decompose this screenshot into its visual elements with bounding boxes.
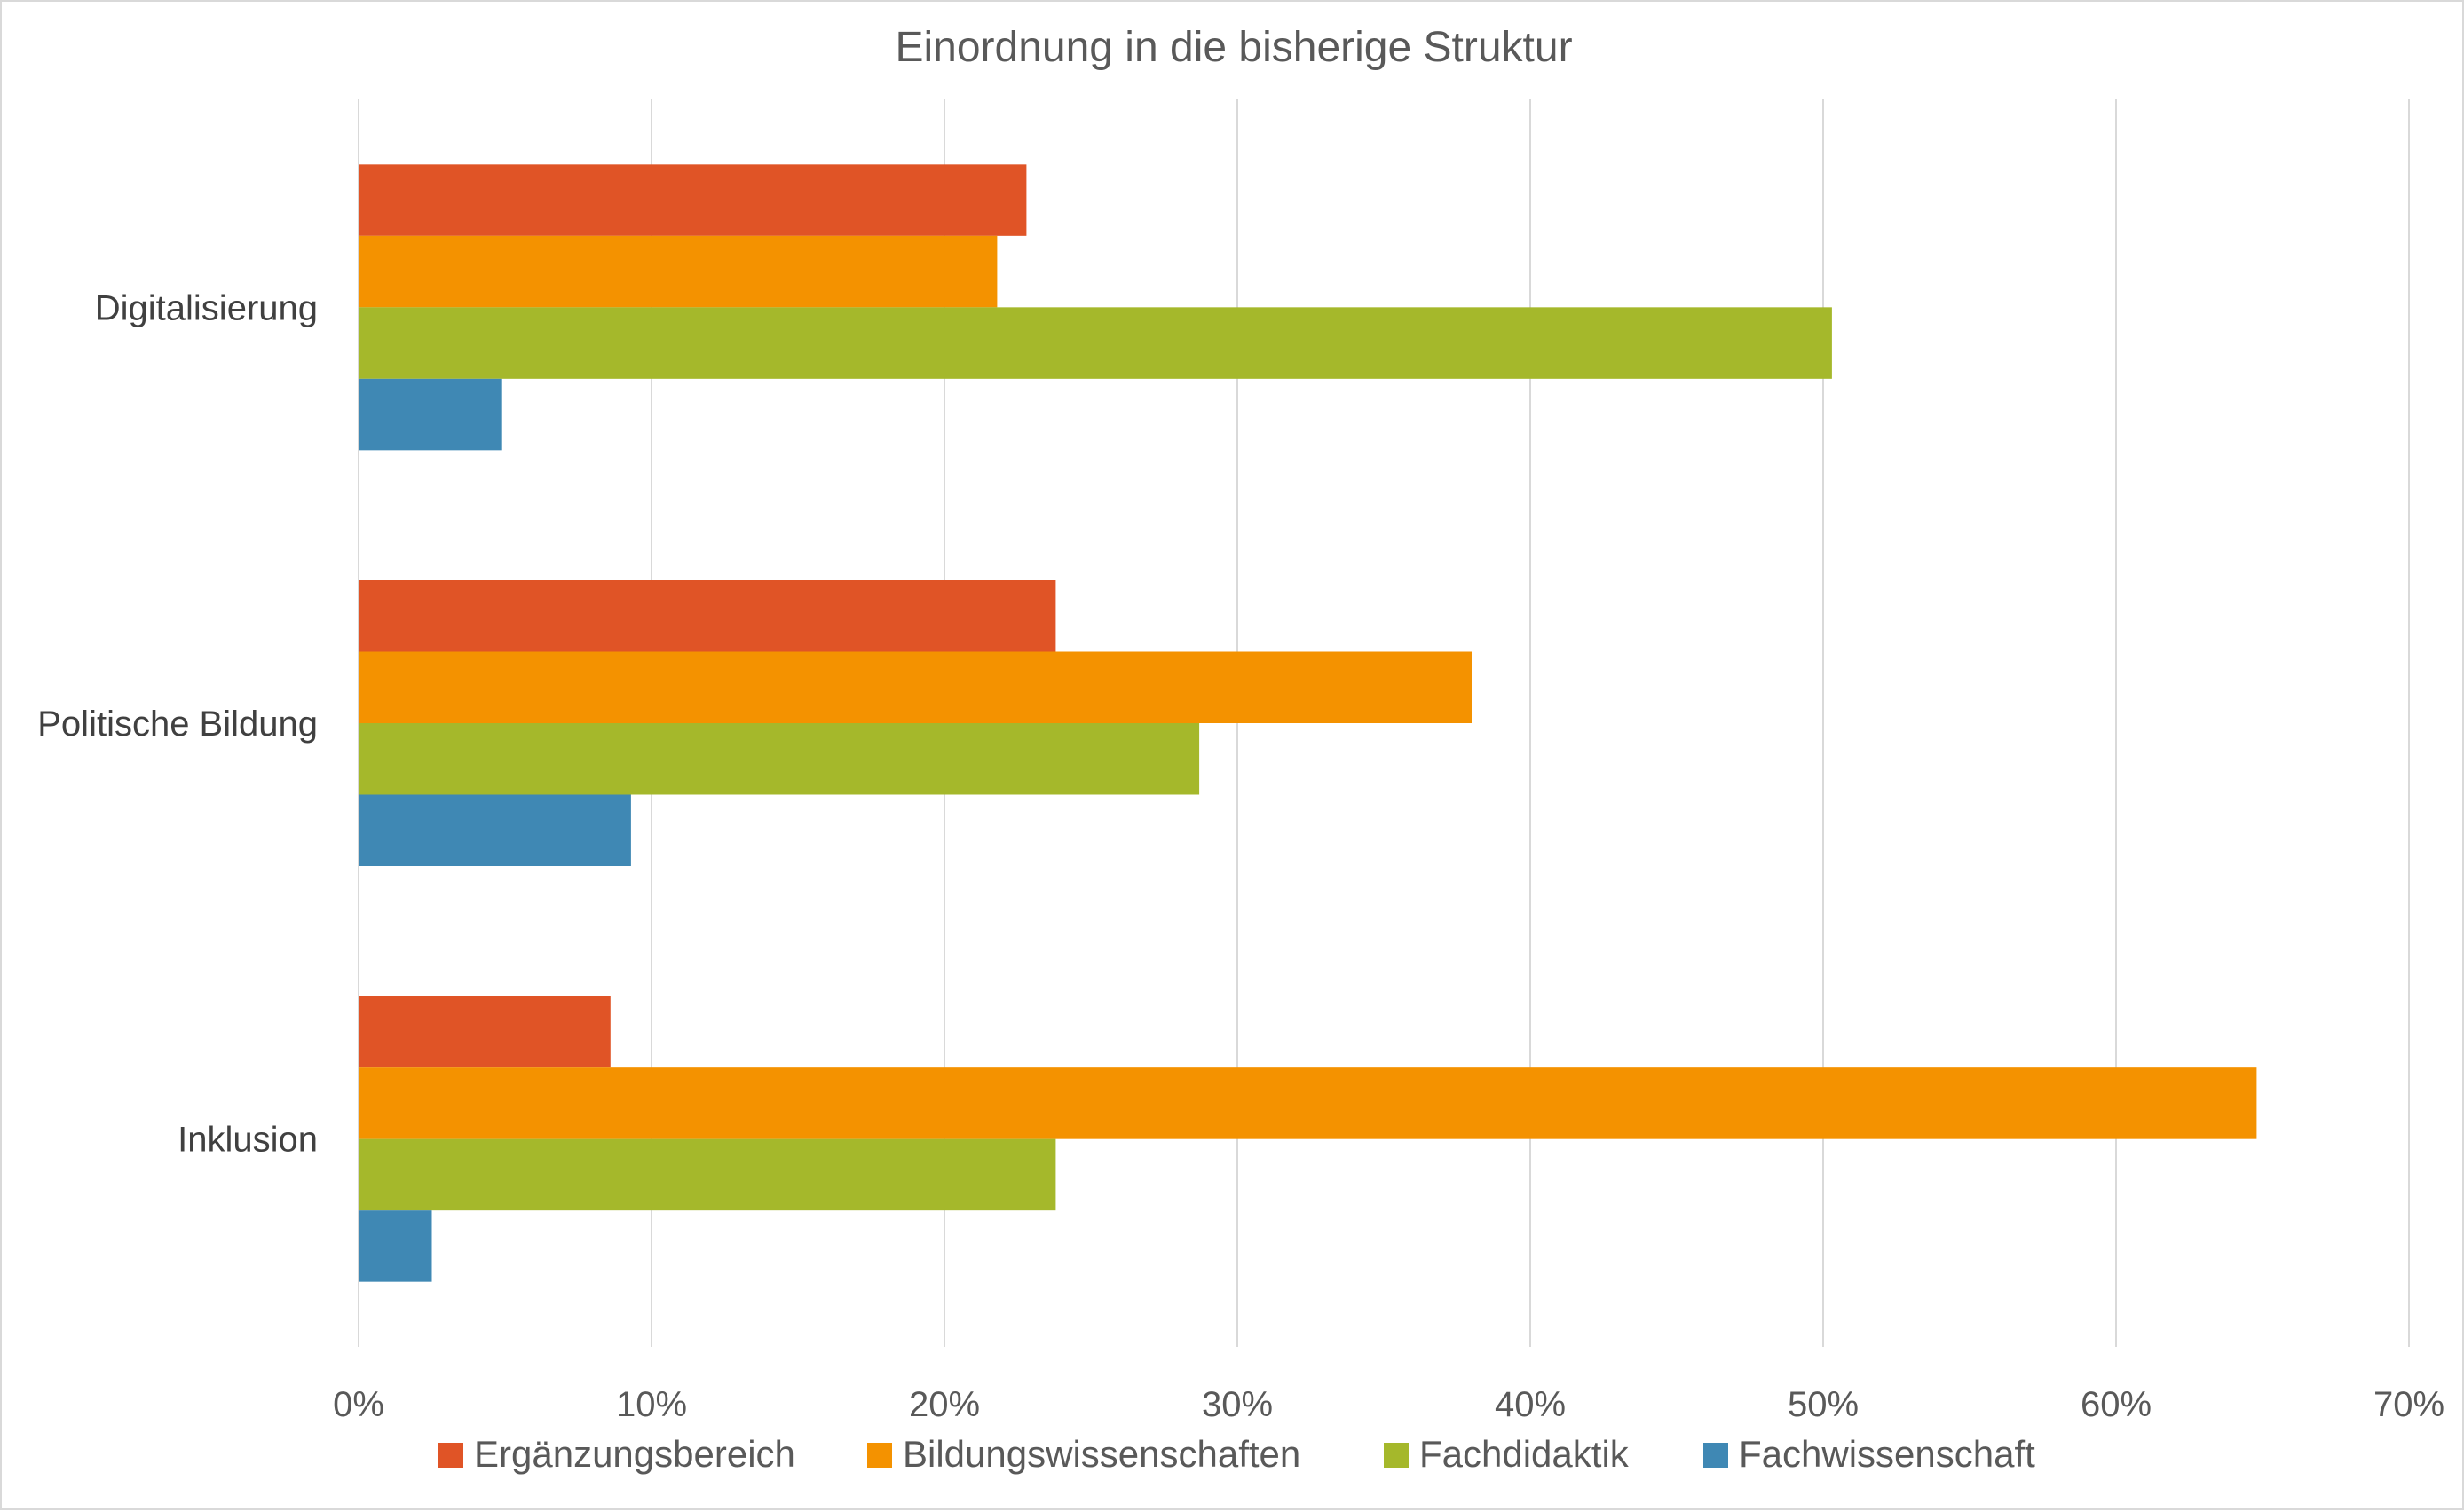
bar-fachwissenschaft-1 — [359, 378, 502, 451]
x-tick-label: 10% — [616, 1385, 687, 1424]
legend-label: Bildungswissenschaften — [903, 1433, 1300, 1475]
x-tick-label: 60% — [2081, 1385, 2152, 1424]
category-label: Politische Bildung — [37, 705, 318, 744]
bar-fachdidaktik-1 — [359, 307, 1832, 379]
y-axis-categories: Digitalisierung Politische Bildung Inklusi… — [37, 288, 318, 1159]
x-tick-label: 50% — [1788, 1385, 1859, 1424]
legend-item: Fachdidaktik — [1384, 1433, 1630, 1475]
legend-label: Ergänzungsbereich — [474, 1433, 795, 1475]
bar-erg-nzungsbereich-2 — [359, 580, 1056, 652]
legend: Ergänzungsbereich Bildungswissenschaften F… — [438, 1433, 2035, 1475]
bar-bildungswissenschaften-3 — [359, 1067, 2257, 1139]
legend-label: Fachwissenschaft — [1739, 1433, 2035, 1475]
bar-fachdidaktik-2 — [359, 723, 1200, 795]
legend-swatch — [867, 1443, 892, 1468]
legend-swatch — [1384, 1443, 1409, 1468]
bar-fachwissenschaft-2 — [359, 794, 631, 866]
x-tick-label: 30% — [1202, 1385, 1273, 1424]
x-tick-label: 70% — [2373, 1385, 2444, 1424]
chart-title: Einordnung in die bisherige Struktur — [895, 24, 1572, 71]
legend-item: Bildungswissenschaften — [867, 1433, 1300, 1475]
bars — [359, 164, 2257, 1282]
legend-swatch — [1703, 1443, 1728, 1468]
bar-fachwissenschaft-3 — [359, 1210, 432, 1282]
x-tick-label: 0% — [333, 1385, 384, 1424]
legend-item: Ergänzungsbereich — [438, 1433, 795, 1475]
category-label: Inklusion — [178, 1121, 318, 1160]
category-label: Digitalisierung — [95, 288, 318, 327]
bar-erg-nzungsbereich-1 — [359, 164, 1027, 236]
x-axis-ticks: 0% 10% 20% 30% 40% 50% 60% 70% — [333, 1385, 2444, 1424]
x-tick-label: 20% — [909, 1385, 980, 1424]
legend-swatch — [438, 1443, 463, 1468]
bar-erg-nzungsbereich-3 — [359, 996, 611, 1068]
legend-item: Fachwissenschaft — [1703, 1433, 2035, 1475]
bar-bildungswissenschaften-1 — [359, 235, 998, 308]
bar-bildungswissenschaften-2 — [359, 651, 1472, 723]
legend-label: Fachdidaktik — [1419, 1433, 1630, 1475]
x-tick-label: 40% — [1495, 1385, 1566, 1424]
bar-fachdidaktik-3 — [359, 1138, 1056, 1211]
